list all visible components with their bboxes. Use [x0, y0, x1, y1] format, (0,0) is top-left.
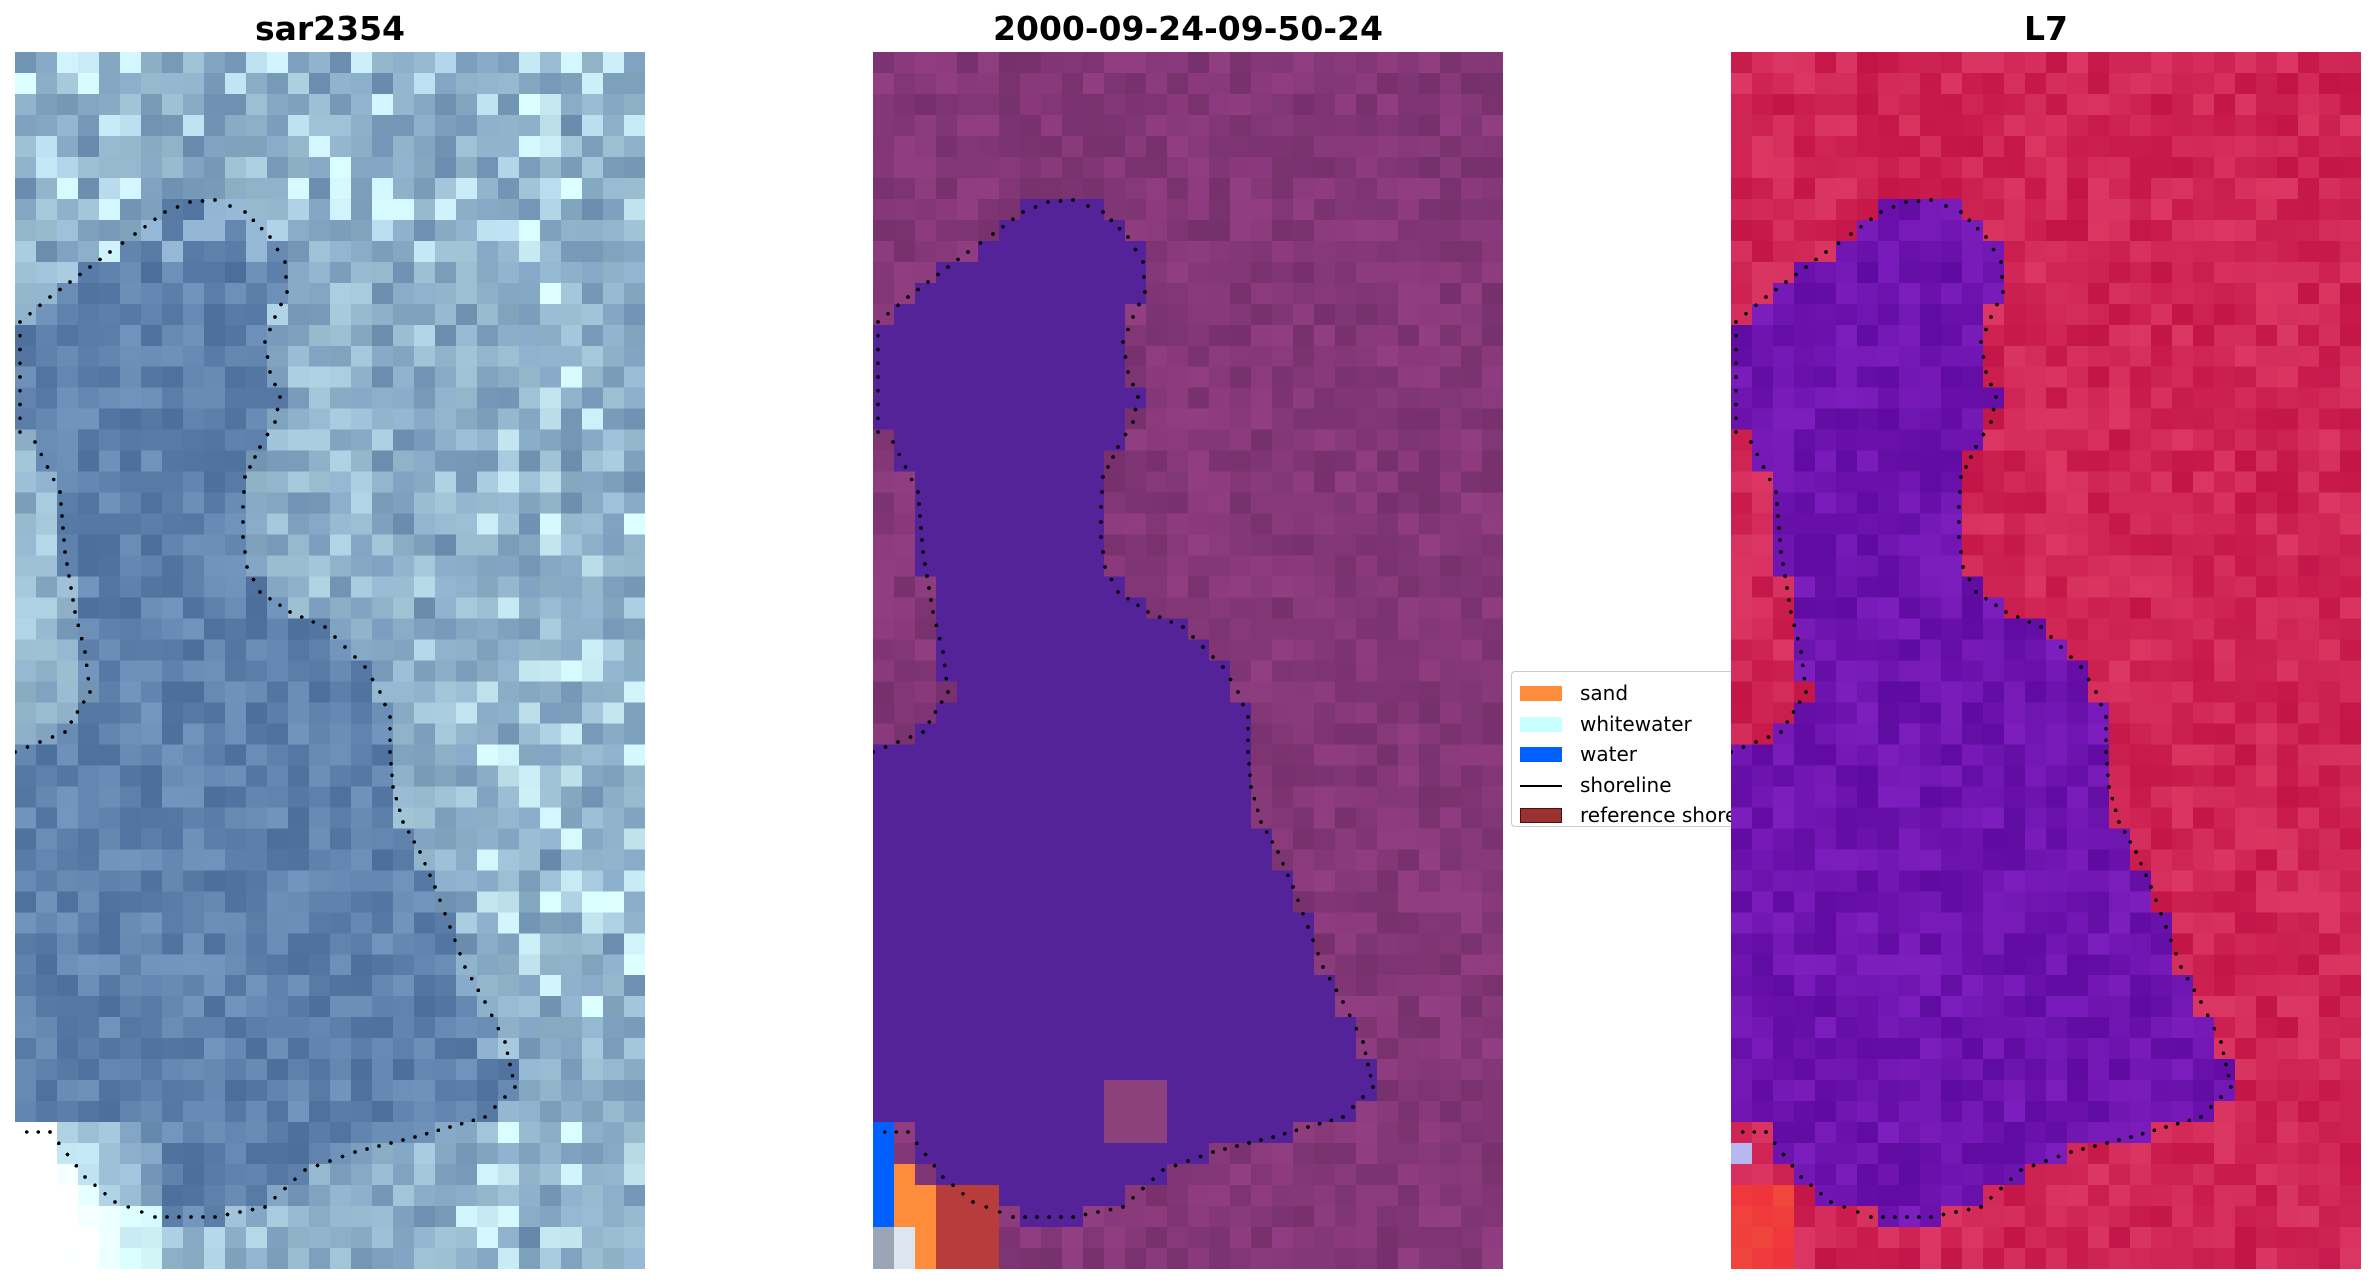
sand-swatch [1520, 686, 1562, 701]
panel-title-classified: 2000-09-24-09-50-24 [993, 9, 1383, 48]
whitewater-swatch [1520, 716, 1562, 732]
shoreline-line-swatch [1520, 784, 1562, 787]
classified-image [873, 52, 1503, 1269]
legend-item-sand: sand [1512, 678, 1731, 709]
legend: sand whitewater water shoreline referenc… [1511, 671, 1731, 827]
legend-label-water: water [1580, 742, 1637, 766]
shoreline-dots [15, 198, 517, 1219]
legend-label-sand: sand [1580, 681, 1629, 705]
legend-label-shoreline: shoreline [1580, 772, 1672, 797]
index-image-panel [1731, 52, 2361, 1269]
legend-label-reference-shoreline: reference shoreline [1580, 803, 1731, 827]
legend-item-reference-shoreline: reference shoreline [1512, 800, 1731, 827]
panel-title-index: L7 [2024, 9, 2068, 48]
reference-shoreline-swatch [1520, 808, 1562, 823]
legend-item-whitewater: whitewater [1512, 709, 1731, 740]
classified-image-panel [873, 52, 1503, 1269]
rgb-image-panel [15, 52, 645, 1269]
shoreline-dots [873, 198, 1375, 1219]
legend-item-shoreline: shoreline [1512, 770, 1731, 801]
rgb-satellite-image [15, 52, 645, 1269]
panel-title-rgb: sar2354 [254, 9, 406, 48]
legend-label-whitewater: whitewater [1580, 711, 1692, 736]
index-image [1731, 52, 2361, 1269]
water-swatch [1520, 747, 1562, 762]
legend-item-water: water [1512, 739, 1731, 770]
shoreline-dots [1731, 198, 2233, 1219]
